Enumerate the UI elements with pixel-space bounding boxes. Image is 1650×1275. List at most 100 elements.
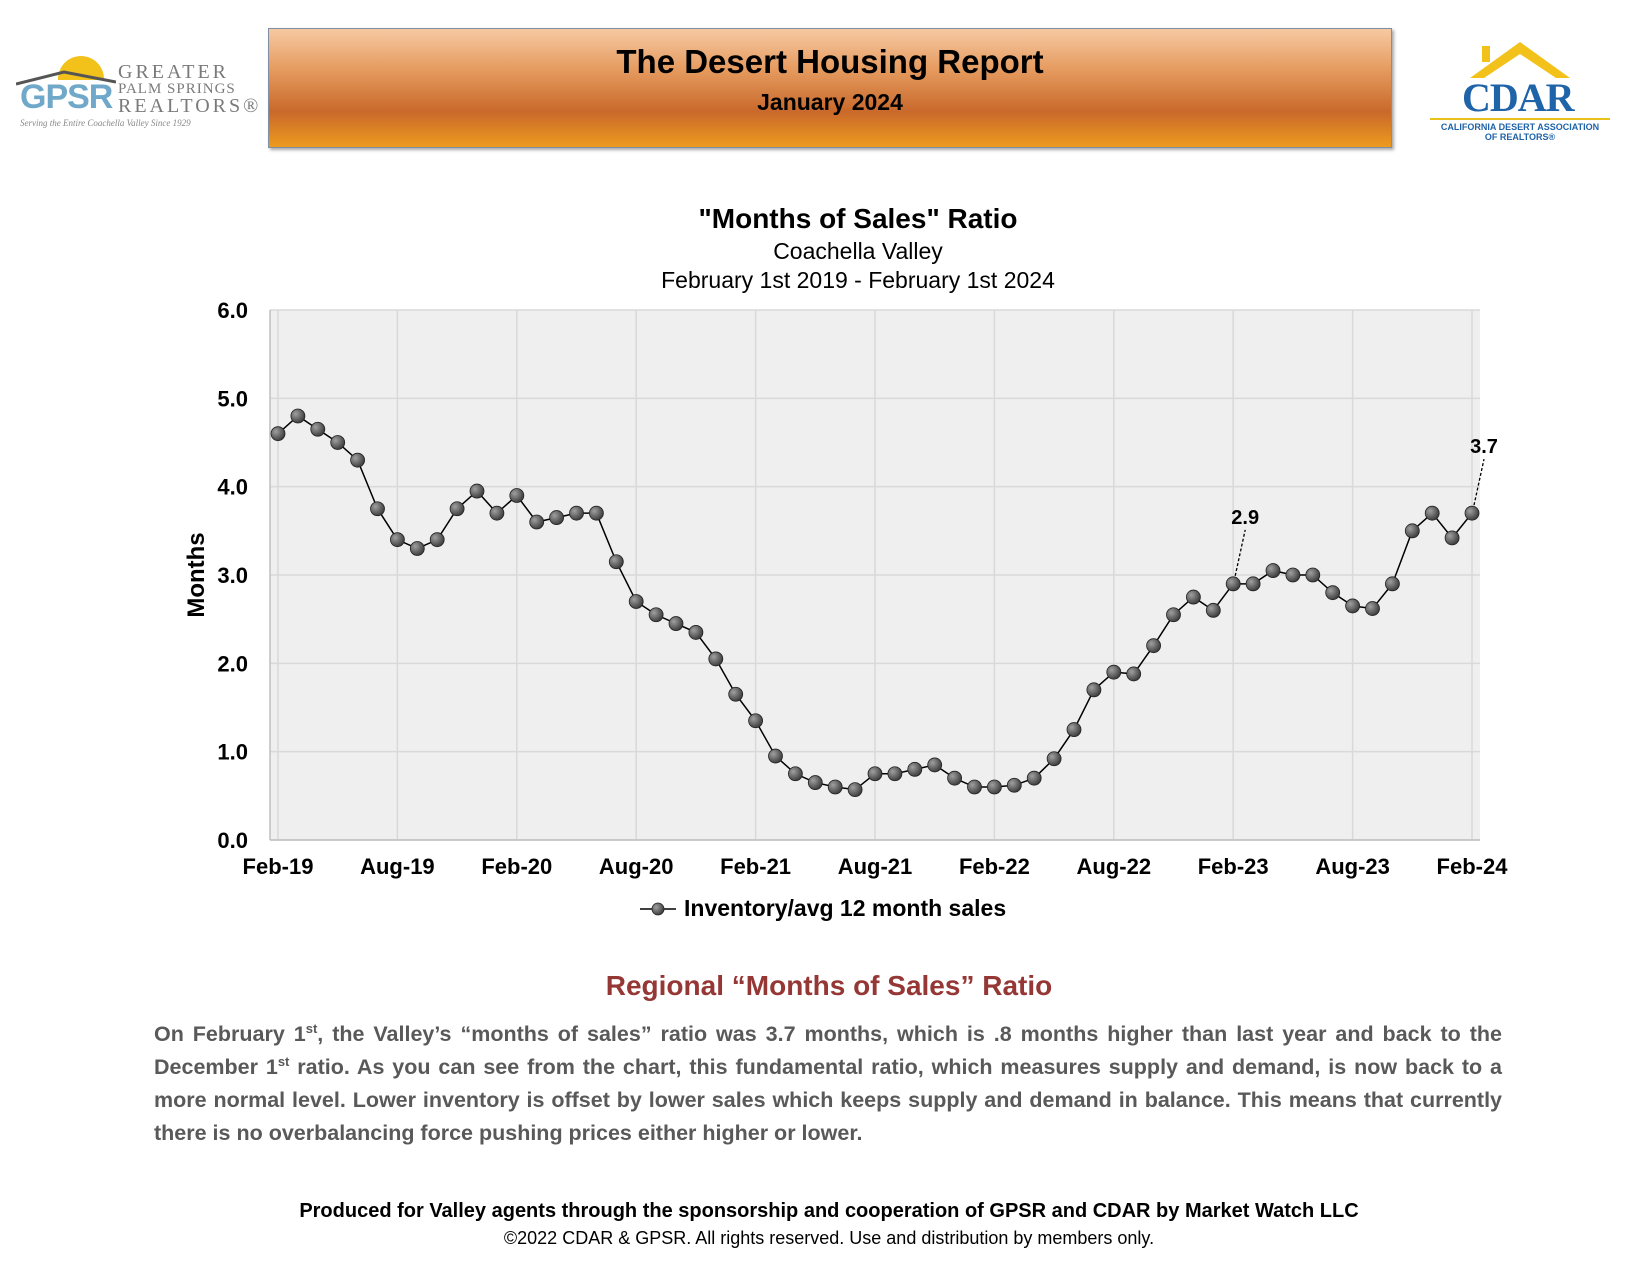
paragraph-part-1: On February 1	[154, 1022, 306, 1046]
data-point	[1424, 505, 1440, 521]
chart-subtitle-range: February 1st 2019 - February 1st 2024	[661, 267, 1055, 293]
data-point	[1166, 607, 1181, 623]
y-tick-label: 5.0	[217, 386, 248, 411]
x-tick-label: Aug-19	[360, 854, 435, 879]
data-point	[270, 426, 286, 442]
data-point	[409, 541, 425, 556]
data-point	[1126, 666, 1142, 682]
gpsr-tagline: Serving the Entire Coachella Valley Sinc…	[20, 118, 191, 128]
report-banner: The Desert Housing Report January 2024	[268, 28, 1392, 148]
data-label: 2.9	[1231, 507, 1259, 529]
data-label: 3.7	[1470, 436, 1498, 458]
data-point	[947, 770, 962, 786]
data-point	[310, 421, 326, 437]
chart-subtitle-region: Coachella Valley	[773, 238, 943, 264]
data-point	[648, 607, 664, 623]
footer-credits: Produced for Valley agents through the s…	[299, 1200, 1359, 1222]
cdar-line-1: CALIFORNIA DESERT ASSOCIATION	[1440, 122, 1600, 132]
cdar-divider	[1430, 118, 1610, 120]
roof-icon	[16, 70, 116, 86]
data-point	[1464, 505, 1480, 521]
x-tick-label: Aug-23	[1315, 854, 1390, 879]
data-point	[1245, 576, 1261, 592]
cdar-logo: CDAR CALIFORNIA DESERT ASSOCIATION OF RE…	[1420, 40, 1620, 145]
house-roof-icon	[1470, 42, 1570, 78]
annotation-leader	[1473, 459, 1485, 506]
data-point	[1086, 682, 1102, 698]
paragraph-sup-2: st	[277, 1053, 290, 1069]
data-point	[927, 757, 943, 773]
data-point	[967, 779, 982, 795]
x-tick-label: Feb-21	[720, 854, 791, 879]
data-point	[807, 775, 823, 790]
data-point	[330, 435, 346, 450]
data-point	[1066, 722, 1082, 737]
data-point	[788, 766, 803, 782]
gpsr-logo: GPSR GREATER PALM SPRINGS REALTORS® Serv…	[14, 50, 258, 135]
y-tick-label: 3.0	[217, 563, 248, 588]
legend-label: Inventory/avg 12 month sales	[684, 895, 1006, 921]
months-of-sales-chart: 0.0 1.0 2.0 3.0 4.0 5.0 6.0 Feb-19 Aug-19 Feb-20 A…	[183, 298, 1509, 921]
data-point	[1325, 585, 1341, 601]
gpsr-mark: GPSR	[20, 78, 113, 116]
x-tick-label: Aug-21	[838, 854, 913, 879]
x-tick-label: Feb-23	[1198, 854, 1269, 879]
y-tick-label: 2.0	[217, 651, 248, 676]
data-point	[1345, 598, 1360, 614]
data-point	[569, 505, 584, 521]
data-point	[1046, 751, 1062, 767]
data-point	[708, 651, 724, 667]
x-tick-label: Feb-20	[481, 854, 552, 879]
data-point	[509, 488, 525, 503]
data-point	[389, 532, 405, 548]
report-title: The Desert Housing Report	[616, 43, 1044, 80]
data-point	[628, 594, 644, 609]
data-point	[688, 625, 704, 640]
data-point	[1444, 530, 1460, 546]
data-point	[887, 766, 903, 782]
data-point	[748, 713, 763, 729]
y-tick-label: 4.0	[217, 475, 248, 500]
data-point	[429, 532, 445, 548]
x-tick-label: Aug-22	[1077, 854, 1152, 879]
section-heading: Regional “Months of Sales” Ratio	[605, 970, 1053, 1001]
annotation-leader	[1234, 529, 1246, 576]
y-tick-label: 1.0	[217, 740, 248, 765]
data-point	[1186, 589, 1201, 605]
data-point	[1285, 567, 1301, 583]
data-point	[469, 483, 485, 499]
data-point	[350, 452, 366, 468]
y-axis-label: Months	[183, 532, 210, 617]
data-point	[847, 782, 863, 798]
gpsr-line-palm-springs: PALM SPRINGS	[118, 81, 236, 97]
data-point	[449, 501, 465, 517]
x-tick-label: Aug-20	[599, 854, 674, 879]
cdar-mark: CDAR	[1462, 75, 1575, 120]
x-tick-label: Feb-22	[959, 854, 1030, 879]
data-point	[1225, 576, 1241, 592]
chart-title: "Months of Sales" Ratio	[698, 203, 1018, 234]
data-point	[668, 616, 684, 631]
data-point	[768, 748, 783, 764]
paragraph-sup-1: st	[305, 1020, 318, 1036]
data-point	[1006, 777, 1022, 793]
data-point	[1106, 664, 1122, 680]
body-paragraph: On February 1st, the Valley’s “months of…	[154, 1018, 1502, 1150]
y-tick-label: 6.0	[217, 298, 248, 323]
x-tick-label: Feb-24	[1437, 854, 1509, 879]
data-point	[827, 779, 843, 795]
data-point	[1026, 770, 1042, 786]
data-point	[907, 761, 923, 777]
data-point	[867, 766, 883, 782]
data-point	[1305, 567, 1321, 583]
paragraph-part-2: , the Valley’s “months of sales” ratio w…	[154, 1022, 1502, 1079]
legend-marker	[651, 902, 665, 916]
report-date: January 2024	[757, 89, 903, 115]
data-point	[549, 510, 565, 525]
data-point	[987, 779, 1002, 795]
x-tick-label: Feb-19	[243, 854, 314, 879]
data-point	[1365, 601, 1380, 616]
data-point	[1404, 523, 1420, 539]
data-point	[1205, 602, 1221, 618]
data-point	[728, 686, 744, 702]
